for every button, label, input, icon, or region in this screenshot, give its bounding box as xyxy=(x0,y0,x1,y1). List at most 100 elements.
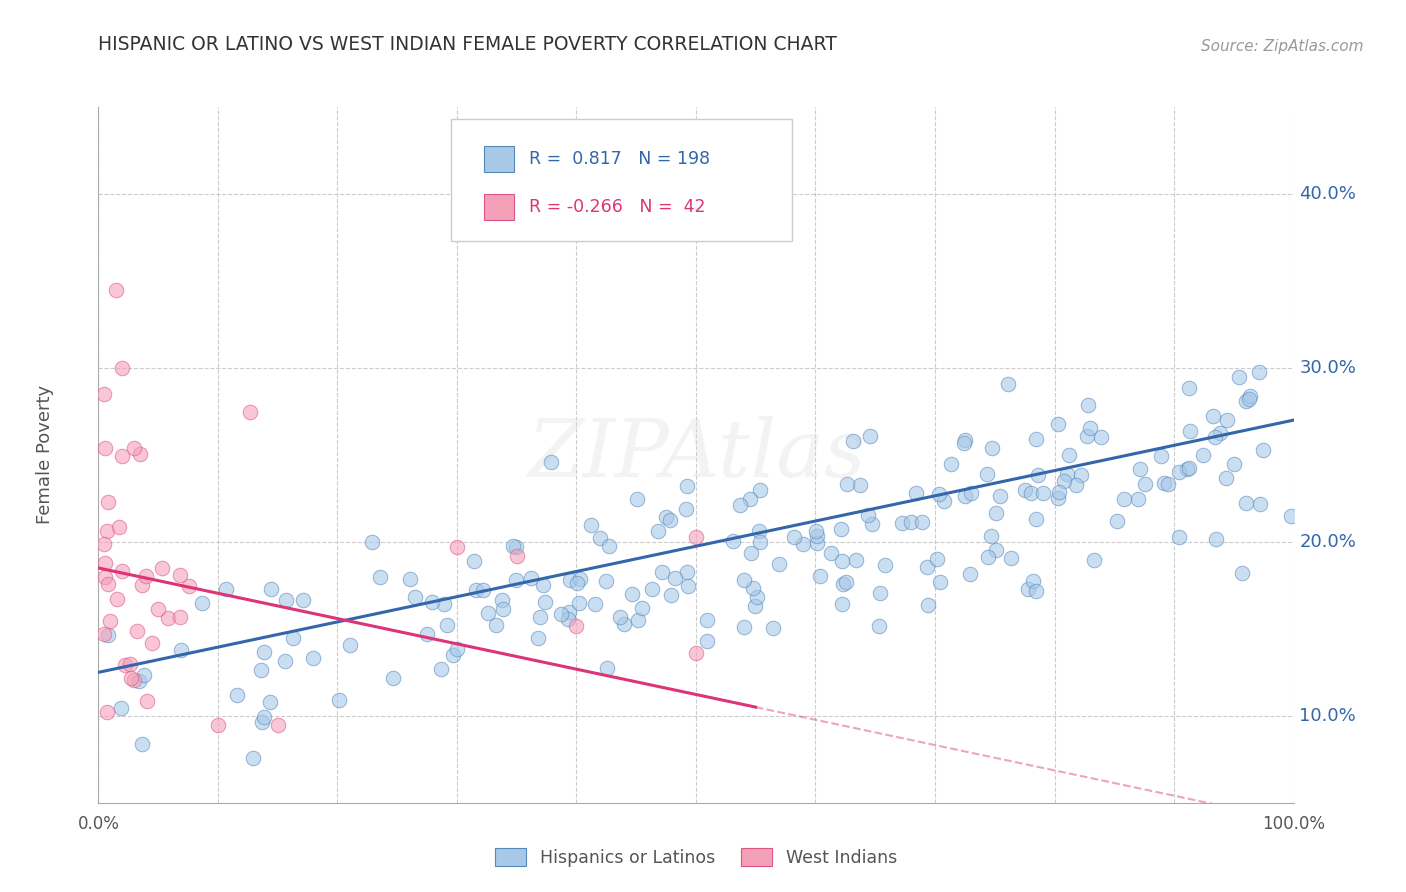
Point xyxy=(1247,365,1270,379)
Point xyxy=(1209,425,1232,440)
Point xyxy=(1234,393,1257,408)
Point xyxy=(274,654,297,668)
Point xyxy=(96,524,118,538)
Point xyxy=(110,701,132,715)
Point xyxy=(740,546,762,560)
Point xyxy=(1025,433,1047,447)
Point xyxy=(1178,381,1201,395)
Point xyxy=(917,598,939,612)
Point xyxy=(762,621,785,635)
Point xyxy=(1249,497,1271,511)
Point xyxy=(141,636,163,650)
Point xyxy=(733,620,755,634)
Point xyxy=(627,613,650,627)
Point xyxy=(485,617,508,632)
Point xyxy=(93,387,115,401)
Point xyxy=(253,710,276,724)
Point xyxy=(1223,457,1246,471)
Point xyxy=(463,553,485,567)
Point xyxy=(925,551,948,566)
Point xyxy=(169,568,191,582)
Point xyxy=(741,582,763,596)
FancyBboxPatch shape xyxy=(451,119,792,241)
Point xyxy=(111,360,134,375)
Point xyxy=(730,498,752,512)
Point xyxy=(124,673,146,687)
Point xyxy=(122,442,145,456)
Point xyxy=(609,610,631,624)
Point xyxy=(676,478,699,492)
Point xyxy=(132,668,155,682)
Point xyxy=(856,508,879,523)
Point xyxy=(959,566,981,581)
Point xyxy=(904,486,927,500)
Point xyxy=(96,706,118,720)
Point xyxy=(1022,574,1045,588)
Point xyxy=(527,632,550,646)
Point xyxy=(1090,430,1112,444)
Point xyxy=(849,478,872,492)
Point xyxy=(422,595,444,609)
Point xyxy=(540,454,562,468)
Point xyxy=(120,657,142,672)
Point xyxy=(1053,475,1076,489)
Point xyxy=(1076,429,1098,443)
Point xyxy=(678,579,700,593)
Point xyxy=(502,539,524,553)
Point xyxy=(433,598,456,612)
Point xyxy=(1229,369,1251,384)
Point xyxy=(842,434,865,449)
Point xyxy=(932,494,955,508)
Point xyxy=(98,614,121,628)
Point xyxy=(1129,462,1152,476)
Point xyxy=(1234,496,1257,510)
Point xyxy=(911,515,934,529)
Point xyxy=(97,577,120,591)
Text: R = -0.266   N =  42: R = -0.266 N = 42 xyxy=(529,198,706,216)
Point xyxy=(988,489,1011,503)
Point xyxy=(111,565,134,579)
Point xyxy=(783,530,806,544)
Point xyxy=(747,591,769,605)
Point xyxy=(1150,449,1173,463)
Point xyxy=(136,694,159,708)
Point xyxy=(1128,491,1150,506)
Point xyxy=(446,541,468,555)
Point xyxy=(531,578,554,592)
Point xyxy=(471,582,494,597)
Point xyxy=(1046,491,1069,506)
Text: Female Poverty: Female Poverty xyxy=(35,385,53,524)
Point xyxy=(1112,491,1135,506)
Point xyxy=(281,631,304,645)
Point xyxy=(588,531,610,545)
Point xyxy=(94,570,117,584)
Point xyxy=(169,609,191,624)
Point xyxy=(105,283,128,297)
Point xyxy=(464,583,486,598)
Point xyxy=(960,486,983,500)
Point xyxy=(1204,430,1226,444)
Point xyxy=(651,566,673,580)
Point xyxy=(738,491,761,506)
Point xyxy=(93,537,115,551)
Point xyxy=(560,574,582,588)
Point xyxy=(398,572,420,586)
Point xyxy=(596,661,619,675)
Point xyxy=(558,605,581,619)
Point xyxy=(613,617,636,632)
Point xyxy=(1232,566,1254,580)
Point xyxy=(97,627,120,641)
Point xyxy=(1025,583,1047,598)
Point xyxy=(97,495,120,509)
Point xyxy=(565,619,588,633)
Point xyxy=(659,513,682,527)
Point xyxy=(939,457,962,471)
Point xyxy=(436,618,458,632)
Point xyxy=(820,546,842,560)
Point xyxy=(1168,465,1191,479)
Point xyxy=(792,537,814,551)
Point xyxy=(1215,471,1237,485)
Point xyxy=(1251,442,1274,457)
Point xyxy=(1080,420,1102,434)
Point xyxy=(360,535,382,549)
